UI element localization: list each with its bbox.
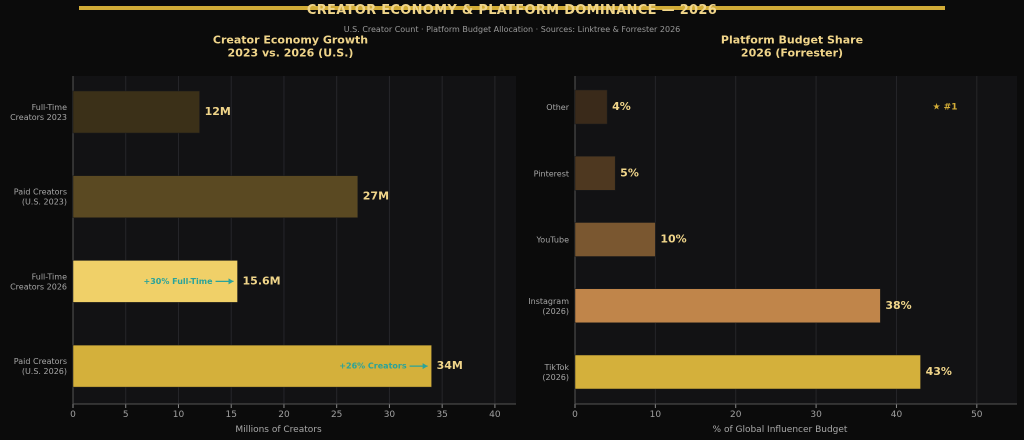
chart2-tick-label: 20 — [730, 410, 742, 420]
chart2-badge: ★ #1 — [932, 103, 957, 113]
chart2-category-label: Instagram (2026) — [528, 296, 569, 315]
chart1-category-label: Full-Time Creators 2026 — [10, 272, 67, 291]
chart2-title: Platform Budget Share 2026 (Forrester) — [721, 34, 863, 60]
chart1-value-label: 34M — [437, 359, 463, 372]
chart2-tick-label: 30 — [810, 410, 822, 420]
chart2-bar — [574, 288, 881, 323]
chart2-value-label: 43% — [926, 365, 952, 378]
chart1-tick-label: 10 — [173, 410, 185, 420]
chart1-annotation-label: +26% Creators — [339, 362, 407, 371]
chart1-bar — [72, 344, 432, 388]
chart2-bar — [574, 156, 616, 191]
chart2-bar — [574, 222, 656, 257]
chart1-tick-label: 15 — [225, 410, 236, 420]
chart2-value-label: 10% — [660, 233, 686, 246]
chart1-tick-label: 40 — [489, 410, 501, 420]
chart1-x-axis-label: Millions of Creators — [235, 425, 322, 435]
chart1-tick-label: 0 — [70, 410, 76, 420]
chart1-annotation-label: +30% Full-Time — [144, 277, 214, 286]
chart1-bar — [72, 260, 238, 303]
chart2-value-label: 5% — [620, 166, 639, 179]
chart1-value-label: 12M — [205, 105, 231, 118]
chart2-x-axis-label: % of Global Influencer Budget — [713, 425, 848, 435]
chart1-bar — [72, 90, 200, 134]
chart1-bar — [72, 175, 359, 218]
chart2-category-label: Other — [546, 103, 569, 112]
chart1-category-label: Paid Creators (U.S. 2026) — [14, 357, 67, 376]
page-title: CREATOR ECONOMY & PLATFORM DOMINANCE — 2… — [306, 3, 718, 18]
chart1-title: Creator Economy Growth 2023 vs. 2026 (U.S… — [213, 34, 368, 60]
chart2-tick-label: 10 — [650, 410, 662, 420]
chart2-value-label: 4% — [612, 100, 631, 113]
chart2-value-label: 38% — [885, 299, 911, 312]
chart2-category-label: YouTube — [535, 235, 569, 244]
chart2-bar — [574, 89, 608, 125]
title-accent-bar — [79, 6, 945, 10]
chart2-tick-label: 50 — [971, 410, 983, 420]
chart2-category-label: TikTok (2026) — [542, 363, 569, 382]
chart1-annotation-arrowhead — [422, 363, 428, 370]
chart2-category-label: Pinterest — [534, 169, 569, 178]
chart1-value-label: 15.6M — [243, 274, 281, 287]
chart1-annotation-arrowhead — [228, 278, 234, 285]
chart1-tick-label: 35 — [436, 410, 447, 420]
chart2-tick-label: 0 — [572, 410, 578, 420]
chart1-category-label: Full-Time Creators 2023 — [10, 103, 67, 122]
chart1-tick-label: 30 — [384, 410, 396, 420]
chart2-bar — [574, 354, 921, 390]
chart2-tick-label: 40 — [891, 410, 903, 420]
chart1-tick-label: 5 — [123, 410, 129, 420]
chart1-value-label: 27M — [363, 190, 389, 203]
chart1-tick-label: 20 — [278, 410, 290, 420]
chart1-category-label: Paid Creators (U.S. 2023) — [14, 187, 67, 206]
page-subtitle: U.S. Creator Count · Platform Budget All… — [343, 25, 681, 34]
chart1-tick-label: 25 — [331, 410, 342, 420]
